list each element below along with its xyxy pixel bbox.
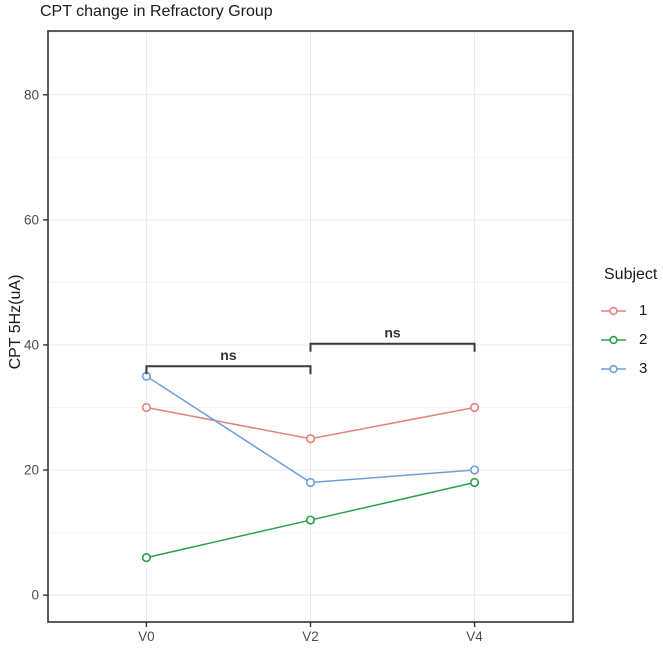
data-point-s2-V4: [469, 477, 480, 488]
data-point-s3-V4: [469, 465, 480, 475]
legend-item-3: 3: [590, 354, 663, 383]
y-tick-label-0: 0: [31, 588, 39, 603]
y-tick-label-80: 80: [24, 87, 39, 102]
legend-key-icon: [601, 335, 626, 344]
y-tick-label-40: 40: [24, 337, 39, 352]
y-tick-label-60: 60: [24, 212, 39, 227]
data-point-s1-V0: [141, 402, 152, 413]
sig-label-0: ns: [220, 347, 237, 363]
data-point-s1-V2: [305, 434, 316, 444]
x-tick-label-V0: V0: [138, 629, 155, 644]
legend-item-2: 2: [590, 325, 663, 354]
legend-items: 1 2 3: [590, 296, 663, 383]
chart-title: CPT change in Refractory Group: [40, 3, 273, 20]
y-tick-label-20: 20: [24, 463, 39, 478]
data-point-s2-V2: [305, 515, 316, 525]
legend-item-label: 3: [639, 360, 648, 377]
sig-label-1: ns: [384, 325, 401, 341]
legend-item-label: 2: [639, 331, 648, 348]
x-tick-label-V4: V4: [466, 629, 483, 644]
legend-item-label: 1: [639, 302, 648, 319]
data-point-s2-V0: [141, 552, 152, 563]
legend-key-icon: [601, 306, 626, 315]
data-point-s1-V4: [469, 402, 480, 413]
legend-item-1: 1: [590, 296, 663, 325]
legend-title: Subject: [604, 266, 658, 283]
data-point-s3-V2: [305, 477, 316, 488]
legend-key-icon: [601, 364, 626, 373]
x-tick-label-V2: V2: [302, 629, 319, 644]
sig-bracket-0: [145, 365, 312, 375]
sig-bracket-1: [309, 342, 476, 352]
legend: Subject 1 2 3: [590, 266, 663, 383]
